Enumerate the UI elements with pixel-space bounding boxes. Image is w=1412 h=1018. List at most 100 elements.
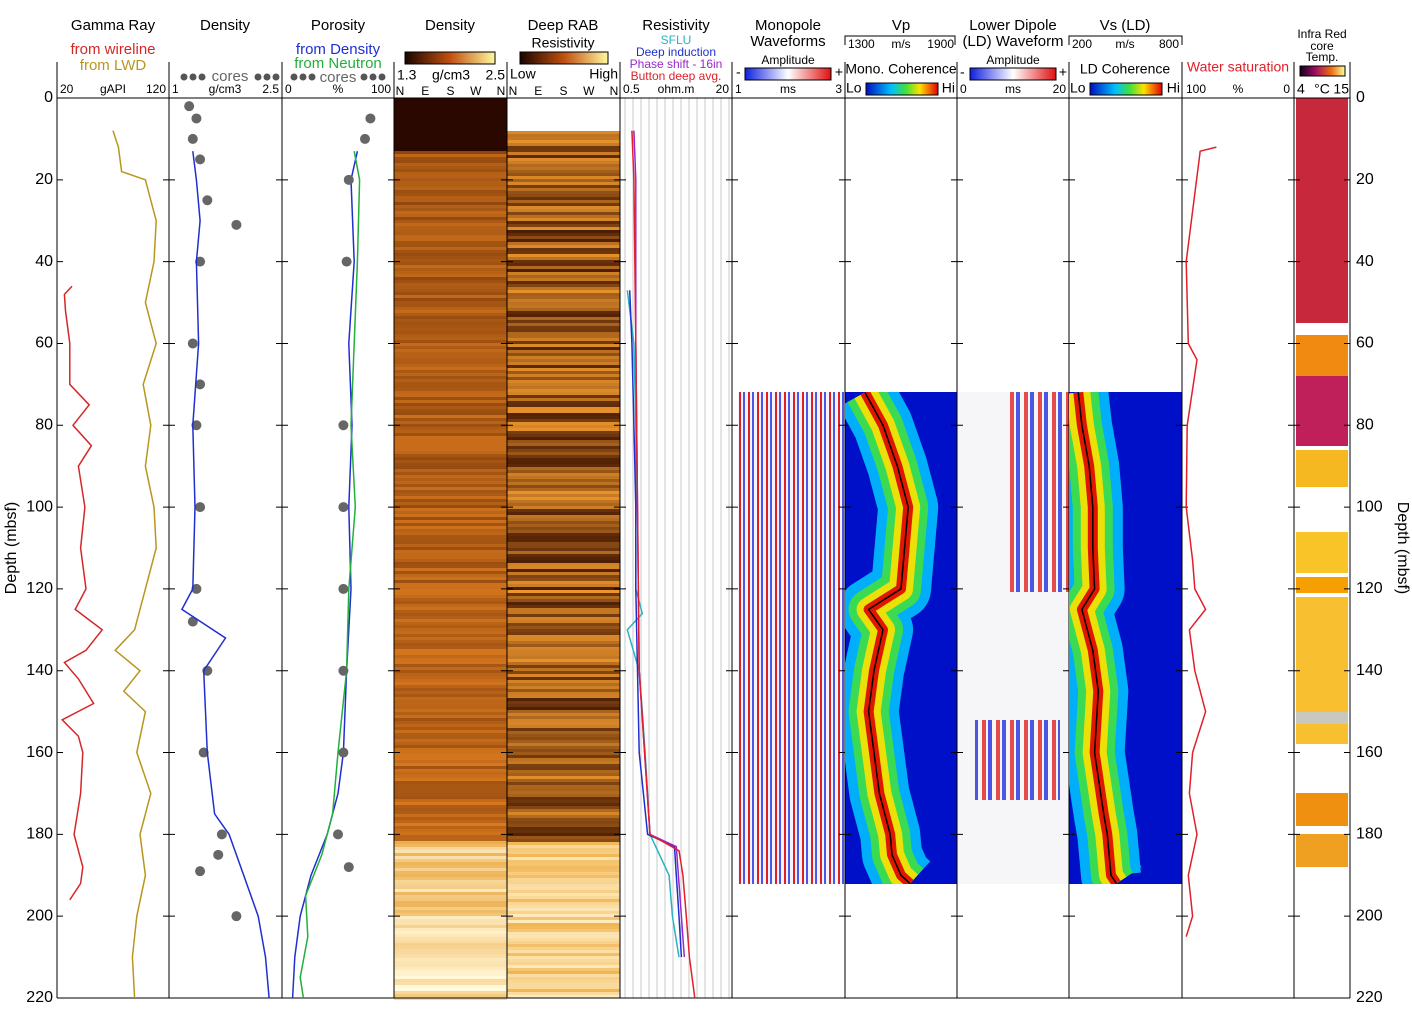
image-row [394, 979, 507, 982]
bar-label: Hi [1167, 80, 1180, 96]
core-point [191, 583, 202, 594]
image-row [394, 214, 507, 217]
image-row [507, 734, 620, 737]
image-row [394, 847, 507, 850]
image-row [394, 718, 507, 721]
image-row [507, 479, 620, 482]
image-row [394, 406, 507, 409]
image-row [507, 296, 620, 299]
colorbar [865, 82, 939, 96]
image-row [394, 364, 507, 367]
image-row [394, 301, 507, 304]
core-point [360, 133, 370, 144]
waveform-image [975, 720, 1060, 800]
image-row [507, 383, 620, 386]
image-row [394, 382, 507, 385]
image-row [394, 571, 507, 574]
frames [56, 62, 1351, 999]
x-tick-label: 20 [716, 82, 730, 96]
image-row [394, 793, 507, 796]
y-tick-label: 120 [1356, 580, 1383, 597]
bar-label: Lo [846, 80, 862, 96]
image-row [507, 584, 620, 587]
image-row [507, 572, 620, 575]
image-row [394, 829, 507, 832]
image-row [394, 814, 507, 817]
image-row [507, 455, 620, 458]
y-tick-label: 60 [35, 335, 53, 352]
image-row [507, 938, 620, 941]
track-subtitle: Resistivity [531, 35, 594, 51]
image-row [394, 670, 507, 673]
image-row [394, 850, 507, 853]
image-row [394, 625, 507, 628]
x-tick-label: 3 [835, 82, 842, 96]
image-row [394, 574, 507, 577]
image-row [394, 886, 507, 889]
image-row [394, 706, 507, 709]
image-row [507, 626, 620, 629]
x-tick-label: 800 [1159, 37, 1179, 51]
image-row [394, 346, 507, 349]
image-row [507, 731, 620, 734]
track-title: Monopole [755, 17, 821, 34]
image-row [394, 943, 507, 946]
image-row [394, 634, 507, 637]
x-tick-label: 1300 [848, 37, 875, 51]
unit: gAPI [100, 82, 126, 96]
image-row [394, 925, 507, 928]
image-row [394, 442, 507, 445]
image-row [507, 197, 620, 200]
image-row [394, 250, 507, 253]
image-row [507, 620, 620, 623]
image-row [394, 370, 507, 373]
image-row [394, 544, 507, 547]
image-row [507, 425, 620, 428]
core-point [231, 219, 242, 230]
image-row [394, 754, 507, 757]
image-row [394, 307, 507, 310]
image-row [394, 187, 507, 190]
image-row [394, 913, 507, 916]
image-row [394, 568, 507, 571]
image-row [507, 992, 620, 995]
track-title: Porosity [311, 17, 366, 34]
image-row [507, 182, 620, 185]
image-row [507, 812, 620, 815]
y-tick-label: 160 [26, 744, 53, 761]
image-row [507, 131, 620, 134]
image-row [507, 680, 620, 683]
image-row [507, 902, 620, 905]
image-row [507, 488, 620, 491]
image-row [507, 329, 620, 332]
image-row [507, 530, 620, 533]
image-row [394, 337, 507, 340]
x-tick-label: 1 [172, 82, 179, 96]
colorbar [404, 51, 496, 65]
image-row [507, 155, 620, 158]
image-row [507, 917, 620, 920]
image-row [507, 215, 620, 218]
image-row [507, 560, 620, 563]
core-band [1296, 597, 1348, 712]
image-row [394, 397, 507, 400]
image-row [394, 448, 507, 451]
image-row [507, 545, 620, 548]
image-row [507, 842, 620, 845]
image-row [394, 193, 507, 196]
image-row [507, 194, 620, 197]
image-row [394, 841, 507, 844]
image-row [507, 587, 620, 590]
image-row [507, 278, 620, 281]
image-row [507, 683, 620, 686]
image-row [394, 208, 507, 211]
image-row [507, 467, 620, 470]
unit: m/s [1115, 37, 1134, 51]
image-row [394, 172, 507, 175]
image-row [507, 749, 620, 752]
image-row [394, 562, 507, 565]
image-row [507, 824, 620, 827]
image-row [394, 412, 507, 415]
image-row [507, 494, 620, 497]
